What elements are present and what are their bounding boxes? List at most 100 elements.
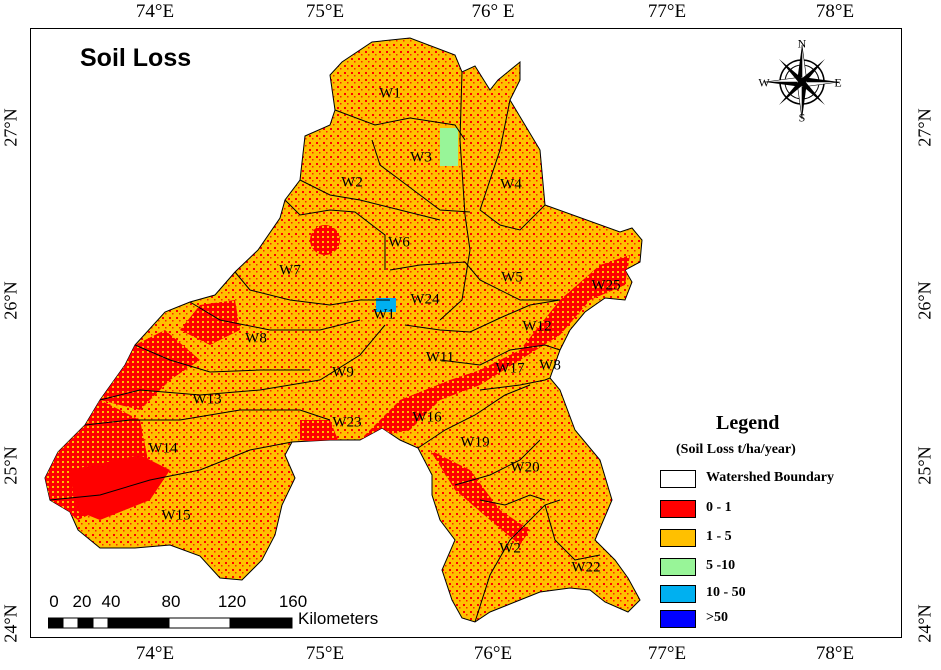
watershed-label: W25 <box>591 277 621 294</box>
watershed-boundaries <box>49 71 601 623</box>
compass-west-label: W <box>758 75 770 90</box>
watershed-boundary-line <box>474 499 561 623</box>
high-loss-zone <box>360 255 630 440</box>
legend-swatch <box>660 585 696 603</box>
high-loss-zone <box>100 330 200 410</box>
scale-label: 160 <box>278 592 308 611</box>
study-region <box>44 37 643 623</box>
high-loss-zone <box>430 450 530 545</box>
scale-unit: Kilometers <box>298 609 379 628</box>
scale-label: 120 <box>217 592 247 611</box>
legend-label: 0 - 1 <box>706 500 732 515</box>
watershed-boundary-line <box>439 71 471 321</box>
bottom-tick-76: 76°E <box>473 643 513 664</box>
top-tick-76: 76° E <box>471 1 515 22</box>
compass-east-label: E <box>834 75 842 90</box>
bottom-tick-74: 74°E <box>135 643 175 664</box>
watershed-boundary-line <box>404 299 561 333</box>
legend-title: Legend <box>716 412 780 434</box>
legend-subtitle: (Soil Loss t/ha/year) <box>676 442 796 457</box>
legend-swatch <box>660 558 696 576</box>
watershed-boundary-line <box>234 271 390 306</box>
legend-item: Watershed Boundary <box>660 470 890 490</box>
watershed-label: W8 <box>539 357 561 374</box>
watershed-boundary-line <box>284 199 386 270</box>
watershed-label: W12 <box>522 318 552 335</box>
watershed-label: W19 <box>460 434 490 451</box>
map-title: Soil Loss <box>80 44 192 72</box>
scale-label: 20 <box>72 592 92 611</box>
watershed-boundary-line <box>189 301 361 331</box>
watershed-label: W7 <box>279 262 301 279</box>
scale-label: 0 <box>49 592 59 611</box>
high-loss-zone <box>310 225 340 255</box>
watershed-boundary-line <box>99 324 386 401</box>
watershed-label: W1 <box>373 306 395 323</box>
compass-south-label: S <box>798 110 806 125</box>
watershed-label: W8 <box>245 330 267 347</box>
watershed-label: W2 <box>341 174 363 191</box>
legend-item: 5 -10 <box>660 558 890 578</box>
watershed-boundary-line <box>439 344 561 366</box>
severe-loss-patch <box>376 298 396 312</box>
watershed-label: W15 <box>161 507 191 524</box>
watershed-label: W11 <box>425 349 455 366</box>
watershed-boundary-line <box>454 439 541 486</box>
high-loss-zone <box>300 420 340 445</box>
watershed-label: W5 <box>501 269 523 286</box>
high-loss-zone <box>180 300 240 345</box>
legend-item: >50 <box>660 610 890 630</box>
legend-item: 1 - 5 <box>660 529 890 549</box>
watershed-boundary-line <box>479 494 546 506</box>
bottom-tick-77: 77°E <box>647 643 687 664</box>
top-tick-77: 77°E <box>647 1 687 22</box>
watershed-boundary-line <box>389 261 560 301</box>
high-loss-zones <box>45 128 630 545</box>
high-loss-zone <box>70 455 170 520</box>
watershed-boundary-line <box>479 99 511 211</box>
watershed-boundary-line <box>479 204 546 231</box>
top-tick-78: 78°E <box>815 1 855 22</box>
legend-label: 10 - 50 <box>706 585 746 600</box>
legend-swatch <box>660 529 696 547</box>
top-tick-74: 74°E <box>135 1 175 22</box>
legend-label: Watershed Boundary <box>706 470 834 485</box>
watershed-boundary-line <box>371 139 471 213</box>
scale-label: 80 <box>161 592 181 611</box>
watershed-boundary-line <box>544 504 601 561</box>
watershed-label: W22 <box>571 559 601 576</box>
scale-label: 40 <box>101 592 121 611</box>
watershed-boundary-line <box>334 109 466 141</box>
legend-swatch <box>660 470 696 488</box>
watershed-label: W4 <box>500 176 522 193</box>
watershed-label: W24 <box>410 291 440 308</box>
watershed-label: W14 <box>148 440 178 457</box>
legend-item: 10 - 50 <box>660 585 890 605</box>
legend-label: 5 -10 <box>706 558 736 573</box>
watershed-label: W23 <box>332 414 362 431</box>
bottom-tick-78: 78°E <box>815 643 855 664</box>
legend-swatch <box>660 610 696 628</box>
map-frame <box>30 28 902 638</box>
watershed-boundary-line <box>49 441 293 501</box>
watershed-label: W1 <box>379 85 401 102</box>
watershed-label: W6 <box>388 234 410 251</box>
watershed-boundary-line <box>84 409 331 426</box>
legend-swatch <box>660 500 696 518</box>
watershed-boundary-line <box>134 344 310 373</box>
legend-label: 1 - 5 <box>706 529 732 544</box>
scale-bar <box>48 617 293 629</box>
watershed-boundary-line <box>299 179 441 221</box>
watershed-label: W17 <box>495 360 525 377</box>
moderate-loss-patch <box>440 128 458 166</box>
watershed-boundary-line <box>417 384 531 449</box>
watershed-label: W3 <box>410 149 432 166</box>
compass-rose-icon <box>764 44 840 120</box>
watershed-label: W13 <box>192 391 222 408</box>
legend-label: >50 <box>706 610 728 625</box>
bottom-tick-75: 75°E <box>305 643 345 664</box>
watershed-label: W16 <box>412 409 442 426</box>
watershed-label: W20 <box>510 459 540 476</box>
